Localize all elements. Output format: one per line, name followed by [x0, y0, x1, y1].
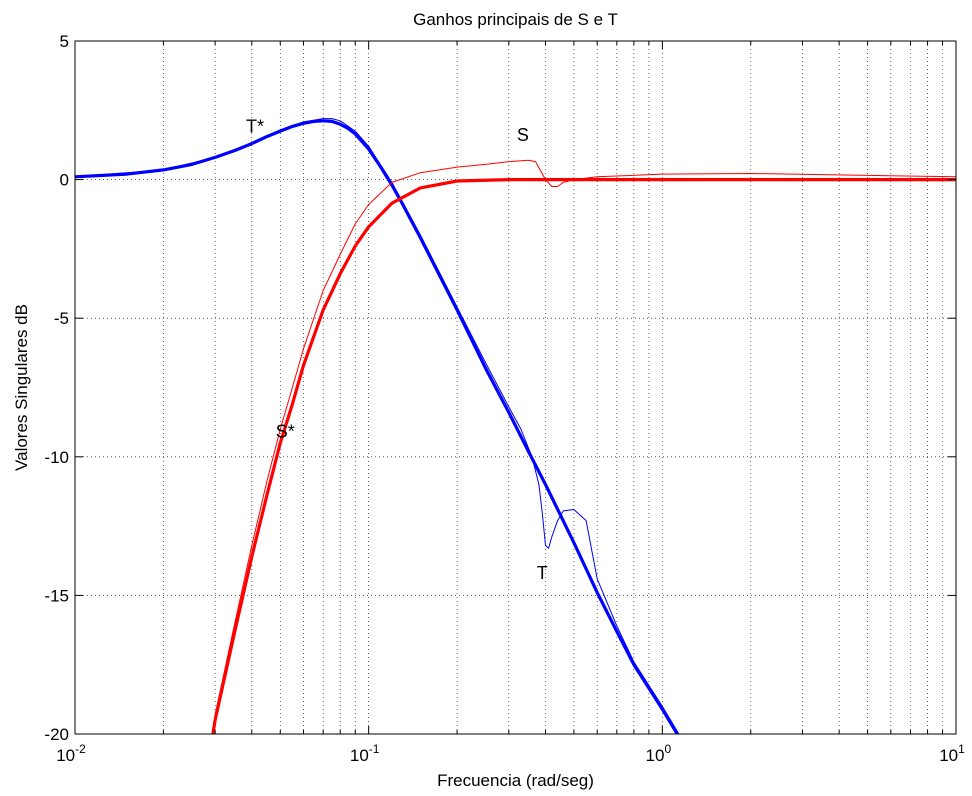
x-tick-label: 10-1 [350, 742, 380, 765]
series-line-1 [75, 118, 680, 734]
x-tick-label: 100 [646, 742, 672, 765]
y-tick-label: -10 [44, 448, 69, 467]
annotation-label: S [517, 125, 529, 145]
y-tick-label: -15 [44, 586, 69, 605]
axes-box [74, 40, 957, 735]
x-axis-label: Frecuencia (rad/seg) [437, 771, 594, 790]
y-axis-label: Valores Singulares dB [12, 304, 31, 471]
plot-lines [75, 118, 956, 734]
annotation-label: T [537, 563, 548, 583]
tick-labels: 10-2 10-1 100 101 5 0 -5 -10 -15 -20 [44, 32, 965, 765]
x-tick-label: 10-2 [56, 742, 86, 765]
y-tick-label: -20 [44, 725, 69, 744]
series-line-2 [211, 178, 956, 734]
chart-title: Ganhos principais de S e T [413, 10, 618, 29]
series-line-3 [211, 159, 956, 734]
annotations: T* S S* T [246, 116, 548, 582]
tick-marks [74, 40, 957, 735]
annotation-label: T* [246, 116, 264, 136]
y-tick-label: 5 [60, 32, 69, 51]
x-tick-label: 101 [939, 742, 965, 765]
y-tick-label: 0 [60, 171, 69, 190]
annotation-label: S* [276, 421, 295, 441]
y-tick-label: -5 [54, 309, 69, 328]
